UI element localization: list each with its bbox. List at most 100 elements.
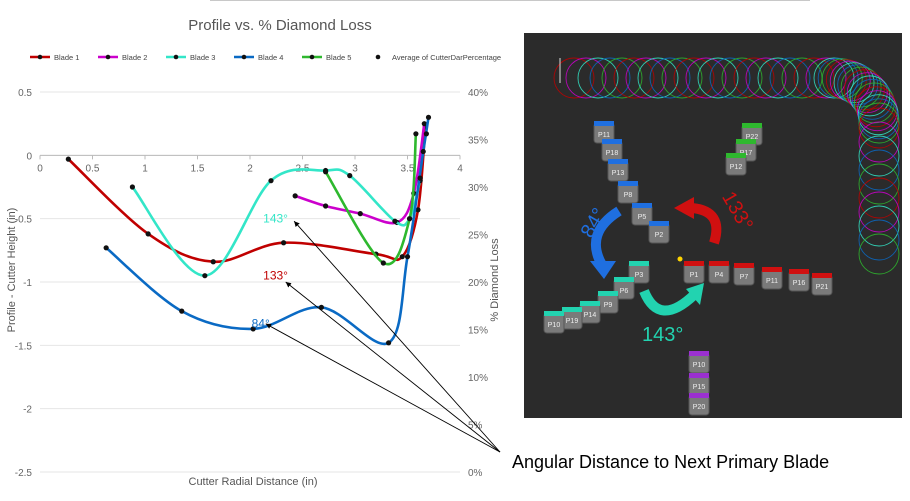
chart-legend: Blade 1 Blade 2 Blade 3 Blade 4 Blade 5 Avera…: [30, 53, 501, 62]
cutter-label: P17: [740, 150, 753, 157]
y-tick-label: -0.5: [15, 215, 33, 226]
legend-marker: [375, 54, 381, 60]
cutter-label: P3: [635, 272, 644, 279]
angle-annotation: 143°: [263, 211, 288, 225]
profile-ring: [846, 72, 888, 114]
cutter-label: P6: [620, 288, 629, 295]
teal-arrowhead: [686, 283, 704, 305]
cutter-face: [689, 393, 709, 398]
cutter-groups: P11 P18 P13 P8 P5 P2 P22 P17 P12 P1 P4 P7 P11 P16 P21 P…: [543, 121, 833, 416]
cutter-face: [734, 263, 754, 268]
data-point: [407, 216, 413, 222]
series-line: [324, 133, 418, 266]
center-marker: [677, 256, 683, 262]
x-tick-label: 3: [352, 163, 358, 174]
cutter-label: P5: [638, 214, 647, 221]
callout-arrow: [293, 220, 501, 453]
profile-ring: [858, 102, 900, 144]
profile-ring: [625, 57, 667, 99]
cutter-label: P9: [604, 302, 613, 309]
data-point: [413, 131, 419, 137]
cutter-label: P10: [548, 322, 561, 329]
cutter-face: [726, 153, 746, 158]
data-point: [421, 121, 427, 127]
cutter-face: [614, 277, 634, 282]
data-point: [380, 260, 386, 266]
data-point: [417, 175, 423, 181]
profile-ring: [793, 57, 835, 99]
profile-ring: [745, 57, 787, 99]
profile-ring: [709, 57, 751, 99]
cutter-face: [598, 291, 618, 296]
legend-marker: [173, 54, 179, 60]
data-point: [323, 169, 329, 175]
data-point: [404, 254, 411, 260]
angle-annotation: 84°: [252, 317, 270, 331]
angle-annotations: 143° 133° 84°: [252, 211, 289, 330]
profile-ring: [858, 163, 900, 205]
data-point: [425, 114, 432, 120]
profile-ring: [858, 98, 900, 140]
x-tick-label: 1.5: [191, 163, 205, 174]
data-point: [318, 304, 324, 310]
cutter-label: P11: [598, 132, 610, 139]
profile-ring: [733, 57, 775, 99]
profile-ring: [858, 121, 900, 163]
y2-tick-label: 35%: [468, 136, 488, 147]
profile-ring: [613, 57, 655, 99]
profile-ring: [858, 135, 900, 177]
y2-tick-label: 25%: [468, 231, 488, 242]
x-tick-label: 3.5: [401, 163, 415, 174]
cutter-face: [762, 267, 782, 272]
profile-ring: [673, 57, 715, 99]
profile-ring: [781, 57, 823, 99]
series-line: [67, 126, 427, 264]
y-tick-label: -2.5: [15, 468, 33, 479]
profile-ring: [721, 57, 763, 99]
cutter-face: [562, 307, 582, 312]
profile-ring: [849, 75, 891, 117]
red-angle-arrow: [691, 203, 722, 245]
profile-chart: Profile vs. % Diamond Loss Blade 1 Blade …: [6, 17, 501, 488]
cutter-label: P16: [793, 280, 806, 287]
profile-ring: [577, 57, 619, 99]
top-divider: [210, 0, 810, 1]
data-point: [65, 156, 71, 162]
data-point: [392, 218, 398, 224]
data-point: [145, 231, 151, 237]
profile-ring: [805, 57, 847, 99]
data-point: [386, 340, 392, 346]
cutter-face: [736, 139, 756, 144]
profile-ring: [825, 59, 867, 101]
cutter-label: P11: [766, 278, 778, 285]
profile-ring: [855, 86, 897, 128]
cutter-face: [689, 351, 709, 356]
profile-ring: [589, 57, 631, 99]
y-tick-label: -1: [23, 278, 32, 289]
cutter-face: [812, 273, 832, 278]
data-point: [399, 254, 405, 260]
y2-tick-label: 15%: [468, 326, 488, 337]
chart-title: Profile vs. % Diamond Loss: [188, 17, 371, 34]
data-point: [323, 203, 329, 209]
cutter-face: [709, 261, 729, 266]
data-point: [420, 148, 426, 155]
data-point: [423, 131, 429, 137]
legend-marker: [37, 54, 43, 60]
legend-label: Blade 1: [54, 53, 79, 62]
data-point: [129, 184, 135, 190]
cutter-profile-rings: [553, 57, 900, 275]
profile-ring: [637, 57, 679, 99]
cutter-label: P18: [606, 150, 619, 157]
profile-ring: [817, 57, 859, 99]
y-tick-label: -2: [23, 405, 32, 416]
profile-ring: [858, 233, 900, 275]
angle-arrows: [590, 197, 722, 316]
x-axis-label: Cutter Radial Distance (in): [189, 476, 318, 488]
legend-label: Blade 2: [122, 53, 147, 62]
cutter-face: [602, 139, 622, 144]
profile-ring: [661, 57, 703, 99]
legend-marker: [309, 54, 315, 60]
legend-label: Average of CutterDarPercentage: [392, 53, 501, 62]
data-point: [179, 308, 185, 314]
